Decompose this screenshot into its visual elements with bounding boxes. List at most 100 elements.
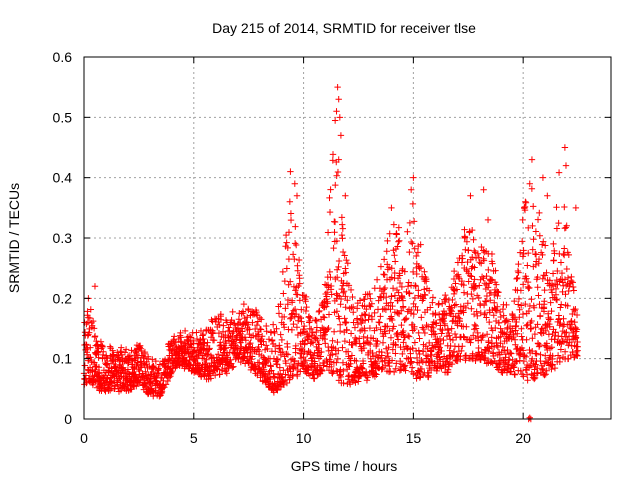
data-point xyxy=(326,194,333,202)
data-point xyxy=(361,317,369,324)
data-point xyxy=(373,371,380,378)
data-point xyxy=(563,265,571,273)
data-point xyxy=(119,364,127,371)
data-point xyxy=(109,347,116,354)
data-point xyxy=(547,299,554,306)
data-point xyxy=(541,298,548,305)
data-point xyxy=(509,356,516,364)
data-point xyxy=(471,321,478,329)
data-point xyxy=(539,366,546,373)
data-point xyxy=(473,308,480,315)
data-point xyxy=(526,180,533,187)
data-point xyxy=(327,282,335,290)
data-point xyxy=(339,235,346,242)
data-point xyxy=(283,350,290,358)
data-point xyxy=(305,347,312,355)
data-point xyxy=(280,290,287,297)
data-point xyxy=(315,341,323,348)
data-point xyxy=(379,339,387,346)
data-point xyxy=(421,291,428,298)
data-point xyxy=(114,375,122,382)
data-point xyxy=(287,168,294,175)
data-point xyxy=(360,360,367,367)
data-point xyxy=(340,279,347,287)
data-point xyxy=(518,333,525,340)
data-point xyxy=(295,256,303,264)
data-point xyxy=(412,283,420,290)
data-point xyxy=(522,300,529,308)
data-point xyxy=(275,310,283,317)
data-point xyxy=(334,168,342,176)
data-point xyxy=(475,337,482,344)
data-point xyxy=(256,314,264,322)
data-point xyxy=(361,296,368,303)
data-point xyxy=(528,296,535,303)
data-point xyxy=(328,363,335,371)
data-point xyxy=(384,323,391,330)
data-point xyxy=(273,361,281,368)
data-point xyxy=(289,251,297,258)
data-point xyxy=(116,361,124,368)
data-point xyxy=(302,357,309,364)
data-point xyxy=(396,237,403,244)
data-point xyxy=(381,284,389,292)
data-point xyxy=(387,368,394,375)
data-point xyxy=(170,333,178,340)
data-point xyxy=(257,326,265,333)
data-point xyxy=(277,301,284,308)
data-point xyxy=(469,254,476,261)
data-point xyxy=(333,367,340,375)
data-point xyxy=(320,313,327,321)
data-point xyxy=(398,293,406,301)
data-points xyxy=(80,83,581,423)
data-point xyxy=(349,293,356,301)
data-point xyxy=(344,260,352,267)
data-point xyxy=(281,313,288,321)
data-point xyxy=(205,346,213,353)
data-point xyxy=(563,329,570,336)
chart-title: Day 215 of 2014, SRMTID for receiver tls… xyxy=(212,20,476,36)
data-point xyxy=(480,247,487,254)
data-point xyxy=(534,273,541,281)
data-point xyxy=(248,353,256,360)
data-point xyxy=(534,284,541,291)
data-point xyxy=(219,328,227,335)
data-point xyxy=(118,344,125,351)
data-point xyxy=(223,349,231,357)
data-point xyxy=(100,348,107,355)
data-point xyxy=(475,294,482,302)
data-point xyxy=(468,305,475,312)
data-point xyxy=(468,354,476,362)
data-point xyxy=(399,297,407,304)
data-point xyxy=(303,303,310,311)
data-point xyxy=(203,351,211,358)
data-point xyxy=(561,348,569,355)
data-point xyxy=(454,352,461,359)
data-point xyxy=(536,209,543,217)
data-point xyxy=(558,301,565,308)
data-point xyxy=(490,352,497,360)
data-point xyxy=(200,340,208,347)
data-point xyxy=(415,329,422,337)
data-point xyxy=(476,282,483,289)
data-point xyxy=(354,320,362,328)
data-point xyxy=(553,296,561,304)
data-point xyxy=(474,250,482,257)
data-point xyxy=(267,375,274,383)
data-point xyxy=(388,357,396,364)
data-point xyxy=(535,292,542,299)
data-point xyxy=(283,239,290,246)
data-point xyxy=(337,132,345,139)
data-point xyxy=(283,379,291,387)
data-point xyxy=(468,290,475,298)
data-point xyxy=(330,244,337,252)
data-point xyxy=(471,276,478,283)
data-point xyxy=(387,299,394,306)
data-point xyxy=(324,229,332,236)
data-point xyxy=(521,352,528,359)
data-point xyxy=(480,301,488,309)
data-point xyxy=(410,370,417,378)
data-point xyxy=(407,350,414,357)
data-point xyxy=(339,221,346,228)
data-point xyxy=(329,157,337,164)
